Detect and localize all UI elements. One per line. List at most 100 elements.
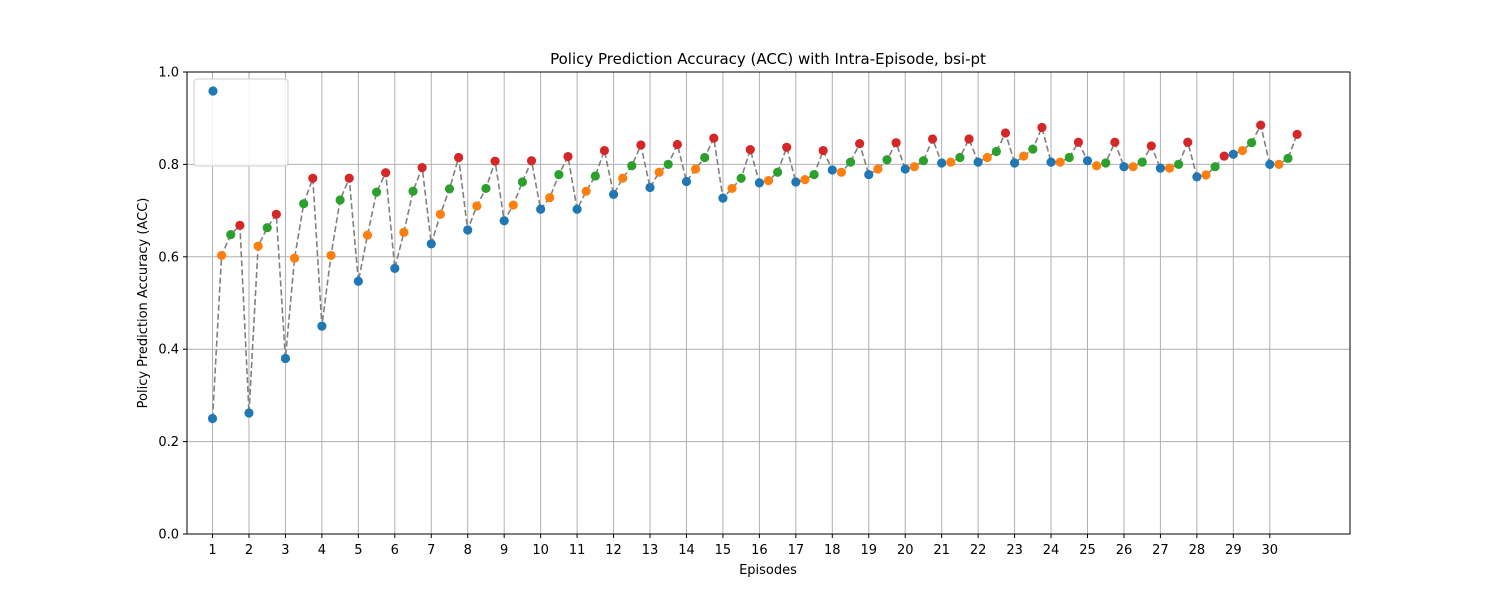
- data-point-step-0: [536, 204, 546, 214]
- data-point-step-3: [782, 142, 792, 152]
- data-point-step-0: [937, 158, 947, 168]
- data-point-step-3: [1183, 137, 1193, 147]
- x-tick-label: 29: [1225, 543, 1242, 558]
- data-point-step-1: [982, 152, 992, 163]
- x-axis-label: Episodes: [739, 563, 797, 578]
- legend: [193, 78, 289, 167]
- data-point-step-3: [1146, 141, 1156, 151]
- data-point-step-3: [818, 145, 828, 156]
- data-point-step-0: [1082, 156, 1093, 166]
- data-point-step-1: [1055, 157, 1065, 167]
- y-tick-label: 0.0: [158, 528, 179, 543]
- data-point-step-2: [517, 177, 528, 187]
- data-point-step-3: [381, 168, 391, 178]
- data-point-step-2: [1137, 157, 1147, 167]
- data-point-step-0: [390, 263, 400, 273]
- data-point-step-2: [335, 195, 345, 205]
- data-point-step-0: [1228, 149, 1238, 159]
- data-point-step-1: [472, 201, 482, 211]
- data-point-step-1: [1019, 151, 1029, 161]
- x-tick-label: 20: [897, 543, 914, 558]
- data-point-step-0: [1192, 172, 1202, 182]
- x-tick-label: 2: [245, 543, 253, 558]
- x-tick-label: 12: [605, 543, 622, 558]
- data-point-step-3: [490, 156, 500, 166]
- x-tick-label: 23: [1006, 543, 1023, 558]
- data-point-step-3: [1292, 129, 1302, 139]
- data-point-step-2: [1028, 144, 1038, 154]
- data-point-step-1: [727, 183, 737, 194]
- data-point-step-1: [326, 250, 336, 261]
- data-point-step-0: [426, 239, 436, 249]
- data-point-step-3: [1219, 151, 1229, 161]
- x-tick-label: 30: [1262, 543, 1279, 558]
- y-tick-label: 0.4: [158, 343, 179, 358]
- data-point-step-0: [244, 408, 254, 418]
- x-tick-label: 28: [1189, 543, 1206, 558]
- data-point-step-1: [873, 164, 883, 174]
- x-tick-label: 14: [678, 543, 695, 558]
- data-point-step-0: [608, 189, 619, 200]
- data-point-step-0: [754, 178, 764, 188]
- x-tick-label: 13: [642, 543, 659, 558]
- x-tick-label: 21: [933, 543, 950, 558]
- x-tick-label: 11: [569, 543, 586, 558]
- data-point-step-2: [226, 230, 236, 240]
- x-tick-label: 6: [391, 543, 399, 558]
- data-point-step-0: [1155, 163, 1166, 173]
- data-point-step-0: [572, 204, 582, 214]
- data-point-step-2: [1210, 162, 1220, 172]
- x-tick-label: 7: [427, 543, 435, 558]
- data-point-step-3: [526, 156, 537, 166]
- data-point-step-1: [545, 193, 555, 203]
- y-tick-label: 1.0: [158, 66, 179, 81]
- data-point-step-2: [590, 171, 600, 181]
- x-tick-label: 16: [751, 543, 768, 558]
- data-point-step-3: [454, 152, 464, 163]
- data-point-step-2: [773, 167, 783, 177]
- data-point-step-2: [700, 152, 710, 163]
- data-point-step-3: [599, 145, 610, 156]
- data-point-step-1: [508, 200, 518, 210]
- x-tick-label: 5: [354, 543, 362, 558]
- data-point-step-1: [253, 241, 263, 251]
- x-tick-label: 9: [500, 543, 508, 558]
- data-point-step-2: [299, 199, 309, 209]
- data-point-step-0: [1119, 162, 1129, 172]
- data-point-step-3: [235, 220, 245, 230]
- data-point-step-2: [444, 184, 455, 194]
- data-point-step-2: [882, 155, 892, 165]
- data-point-step-1: [1274, 159, 1284, 169]
- data-point-step-1: [362, 230, 373, 240]
- data-point-step-1: [435, 209, 445, 219]
- data-point-step-3: [271, 209, 281, 219]
- data-point-step-3: [964, 134, 974, 144]
- data-point-step-0: [645, 182, 655, 193]
- x-tick-label: 3: [281, 543, 289, 558]
- data-point-step-2: [1101, 158, 1111, 168]
- data-point-step-0: [353, 276, 363, 286]
- y-tick-label: 0.8: [158, 158, 179, 173]
- x-tick-label: 15: [715, 543, 732, 558]
- data-point-step-1: [1092, 161, 1102, 171]
- data-point-step-0: [864, 169, 874, 180]
- data-point-step-2: [918, 156, 929, 166]
- data-points: [207, 120, 1302, 424]
- data-point-step-0: [1265, 159, 1275, 169]
- data-point-step-1: [946, 157, 956, 167]
- data-point-step-1: [909, 162, 919, 172]
- data-point-step-3: [308, 173, 318, 183]
- data-point-step-0: [1046, 157, 1056, 167]
- data-point-step-0: [681, 176, 692, 187]
- data-point-step-1: [1164, 163, 1175, 173]
- data-point-step-2: [1246, 138, 1257, 148]
- data-point-step-1: [1201, 170, 1211, 180]
- data-point-step-3: [709, 133, 719, 143]
- data-point-step-2: [371, 187, 382, 197]
- x-tick-label: 27: [1152, 543, 1169, 558]
- y-tick-label: 0.2: [158, 435, 179, 450]
- legend-marker: [208, 86, 218, 96]
- data-point-step-1: [654, 167, 664, 177]
- data-point-step-2: [736, 173, 746, 183]
